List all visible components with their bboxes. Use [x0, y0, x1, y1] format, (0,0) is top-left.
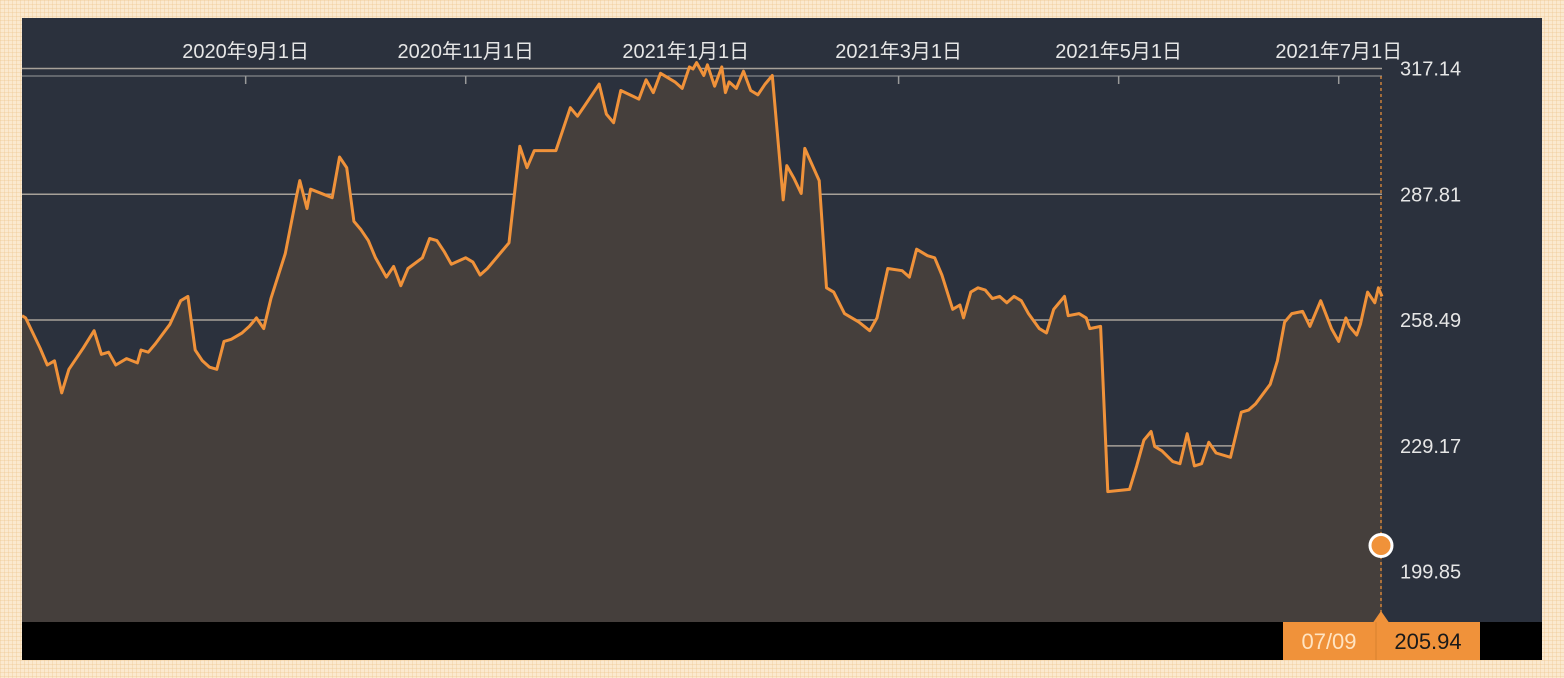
- y-tick-label: 317.14: [1400, 58, 1461, 80]
- x-tick-label: 2020年9月1日: [182, 40, 309, 63]
- price-area: [22, 62, 1382, 623]
- x-tick-label: 2020年11月1日: [398, 40, 534, 63]
- chart-area: 2020年9月1日 2020年11月1日 2021年1月1日 2021年3月1日 202…: [22, 18, 1542, 660]
- y-tick-label: 199.85: [1400, 562, 1461, 584]
- x-tick-label: 2021年5月1日: [1055, 40, 1182, 63]
- badge-date: 07/09: [1301, 629, 1356, 654]
- price-series: [22, 61, 1384, 623]
- price-line: [22, 61, 1384, 494]
- badge-value: 205.94: [1394, 629, 1461, 654]
- x-tick-label: 2021年1月1日: [622, 40, 749, 63]
- y-axis-ticks: 317.14 287.81 258.49 229.17 199.85: [1400, 58, 1461, 583]
- current-point-marker[interactable]: [1368, 533, 1394, 558]
- date-value-badge: [1283, 622, 1480, 660]
- x-tick-label: 2021年7月1日: [1275, 40, 1402, 63]
- x-tick-label: 2021年3月1日: [835, 40, 962, 63]
- y-tick-label: 287.81: [1400, 184, 1461, 206]
- price-chart: 2020年9月1日 2020年11月1日 2021年1月1日 2021年3月1日 202…: [22, 18, 1542, 660]
- crosshair-arrow: [1372, 611, 1390, 624]
- y-tick-label: 229.17: [1400, 436, 1461, 458]
- y-tick-label: 258.49: [1400, 310, 1461, 332]
- x-axis-ticks: 2020年9月1日 2020年11月1日 2021年1月1日 2021年3月1日 202…: [182, 40, 1402, 84]
